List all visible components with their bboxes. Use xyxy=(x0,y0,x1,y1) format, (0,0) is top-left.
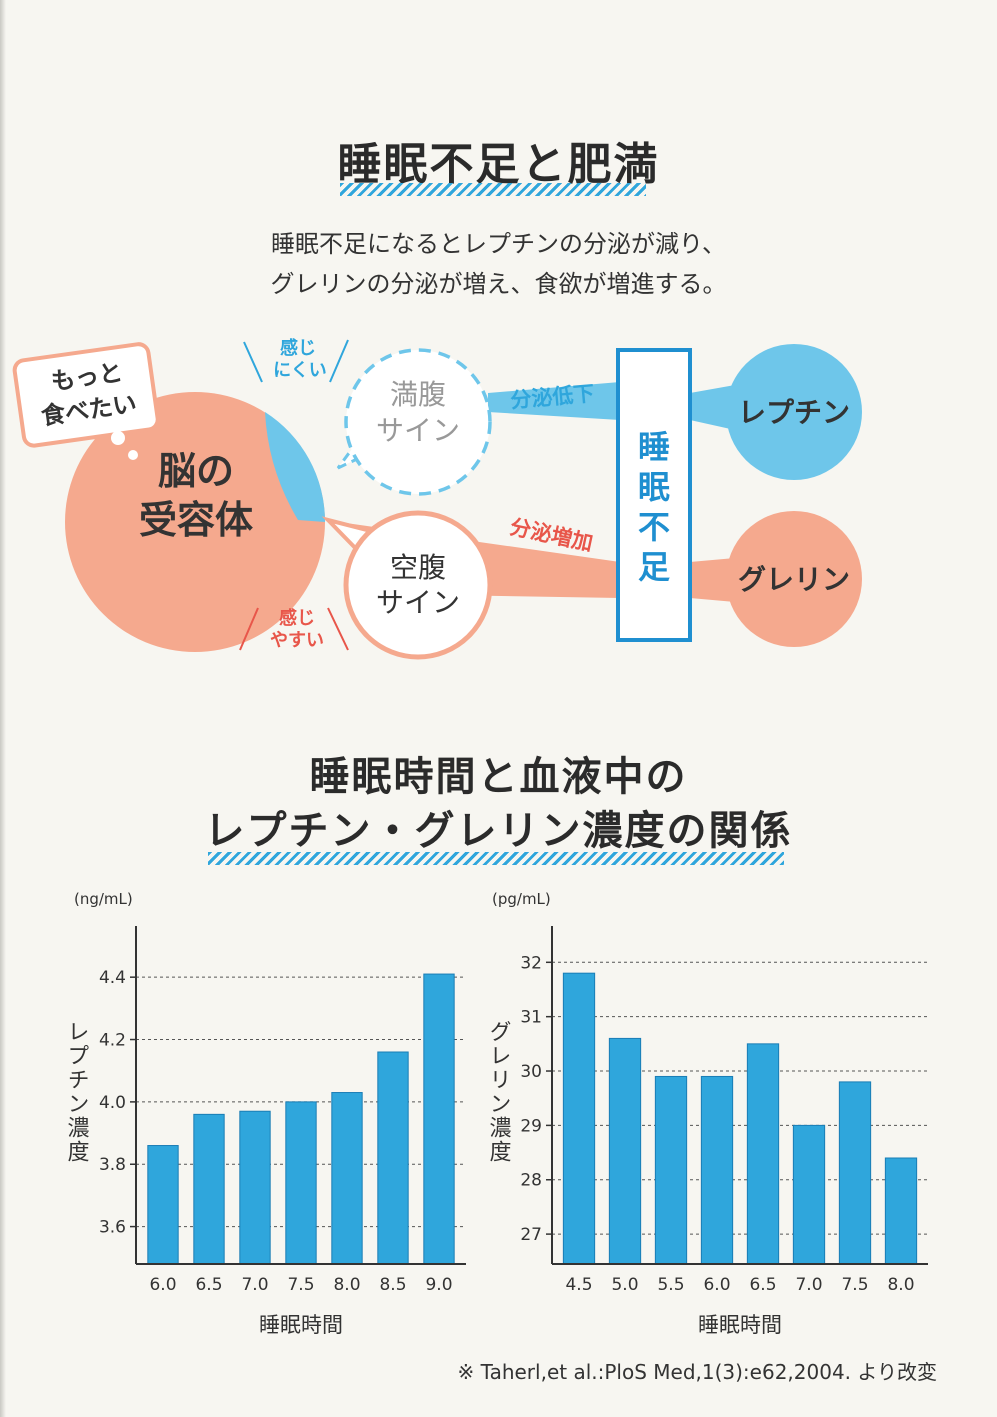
x-tick-label: 8.5 xyxy=(379,1275,406,1295)
bar xyxy=(608,1037,642,1265)
title-underline xyxy=(340,183,646,196)
section2-title-line1: 睡眠時間と血液中の xyxy=(309,754,688,800)
leptin-ghrelin-diagram: もっと 食べたい 脳の 受容体 感じ にくい 感じ やすい 満腹 サイン 空腹 … xyxy=(12,337,862,660)
x-tick-label: 6.5 xyxy=(195,1275,222,1295)
tick-mark xyxy=(327,607,349,651)
bar xyxy=(838,1081,872,1265)
y-tick-label: 30 xyxy=(520,1062,542,1082)
page-edge xyxy=(0,0,6,1417)
bar xyxy=(377,1051,409,1265)
thought-dot-1 xyxy=(111,431,125,445)
x-axis-label: 睡眠時間 xyxy=(259,1313,343,1337)
bar xyxy=(285,1101,317,1265)
x-tick-label: 6.0 xyxy=(703,1275,730,1295)
bar xyxy=(792,1124,826,1265)
sleep-char-2: 眠 xyxy=(638,468,670,506)
y-tick-label: 29 xyxy=(520,1116,542,1136)
y-tick-label: 4.0 xyxy=(99,1093,126,1113)
bar xyxy=(700,1075,734,1265)
y-tick-label: 31 xyxy=(520,1008,542,1028)
x-tick-label: 7.0 xyxy=(241,1275,268,1295)
section2-underline xyxy=(208,852,784,865)
unit-label: (ng/mL) xyxy=(74,890,133,908)
hard-to-feel-line1: 感じ xyxy=(280,337,316,359)
y-tick-label: 32 xyxy=(520,953,542,973)
ghrelin-circle xyxy=(726,511,862,647)
full-sign-line2: サイン xyxy=(376,414,460,447)
tick-mark xyxy=(239,607,259,651)
brain-label-line2: 受容体 xyxy=(139,498,253,542)
bar xyxy=(654,1075,688,1265)
receptor-blue-segment xyxy=(265,412,326,522)
hungry-sign-line2: サイン xyxy=(376,586,460,619)
source-note: ※ Taherl,et al.:PloS Med,1(3):e62,2004. … xyxy=(457,1360,937,1384)
bar xyxy=(746,1043,780,1265)
leptin-chart: (ng/mL) 3.6 3.8 4.0 4.2 4.4 6.0 6.5 7.0 7.5 8.0 8.5… xyxy=(64,890,466,1337)
bar xyxy=(193,1113,225,1265)
brain-label-line1: 脳の xyxy=(158,449,234,493)
unit-label: (pg/mL) xyxy=(492,890,551,908)
x-tick-label: 7.5 xyxy=(841,1275,868,1295)
bar xyxy=(147,1145,179,1265)
leptin-connector xyxy=(488,382,620,420)
x-tick-label: 8.0 xyxy=(333,1275,360,1295)
bar xyxy=(562,972,596,1265)
x-axis-label: 睡眠時間 xyxy=(698,1313,782,1337)
bar xyxy=(884,1157,918,1265)
tick-mark xyxy=(243,341,263,383)
section2-title-line2: レプチン・グレリン濃度の関係 xyxy=(204,808,793,854)
hungry-sign-line1: 空腹 xyxy=(390,551,446,584)
x-tick-label: 4.5 xyxy=(565,1275,592,1295)
x-tick-label: 8.0 xyxy=(887,1275,914,1295)
hungry-sign-bubble xyxy=(343,510,493,660)
subtitle-line2: グレリンの分泌が増え、食欲が増進する。 xyxy=(270,270,727,298)
leptin-circle xyxy=(726,344,862,480)
easy-to-feel-line1: 感じ xyxy=(279,607,315,629)
y-axis-label: グレリン濃度 xyxy=(486,1020,512,1164)
thought-dot-2 xyxy=(128,450,138,460)
hard-to-feel-line2: にくい xyxy=(273,360,327,381)
bar xyxy=(331,1092,363,1265)
y-tick-label: 28 xyxy=(520,1171,542,1191)
tick-mark xyxy=(329,339,349,383)
full-sign-line1: 満腹 xyxy=(390,378,446,411)
x-tick-label: 5.5 xyxy=(657,1275,684,1295)
sleep-char-4: 足 xyxy=(638,548,670,586)
leptin-label: レプチン xyxy=(738,396,850,429)
section1-title: 睡眠不足と肥満 xyxy=(337,139,660,190)
bar xyxy=(239,1110,271,1265)
y-axis-label: レプチン濃度 xyxy=(64,1020,90,1164)
full-sign-bubble xyxy=(344,348,492,496)
ghrelin-label: グレリン xyxy=(738,563,850,596)
ghrelin-chart: (pg/mL) 27 28 29 30 31 32 4.5 5.0 5.5 6.0 6.5 7.0 7.5… xyxy=(486,890,928,1337)
sleep-deprivation-box xyxy=(616,348,692,642)
thought-bubble xyxy=(12,342,160,448)
subtitle-line1: 睡眠不足になるとレプチンの分泌が減り、 xyxy=(270,230,727,258)
easy-to-feel-line2: やすい xyxy=(270,630,324,651)
x-tick-label: 7.5 xyxy=(287,1275,314,1295)
y-tick-label: 4.2 xyxy=(99,1031,126,1051)
x-tick-label: 6.0 xyxy=(149,1275,176,1295)
bar xyxy=(423,973,455,1265)
sleep-char-1: 睡 xyxy=(638,428,670,466)
y-tick-label: 4.4 xyxy=(99,968,126,988)
y-tick-label: 3.6 xyxy=(99,1218,126,1238)
leptin-link xyxy=(690,385,735,430)
x-tick-label: 7.0 xyxy=(795,1275,822,1295)
sleep-char-3: 不 xyxy=(638,508,670,546)
x-tick-label: 5.0 xyxy=(611,1275,638,1295)
x-tick-label: 6.5 xyxy=(749,1275,776,1295)
y-tick-label: 3.8 xyxy=(99,1155,126,1175)
x-tick-label: 9.0 xyxy=(425,1275,452,1295)
ghrelin-link xyxy=(690,558,735,602)
y-tick-label: 27 xyxy=(520,1225,542,1245)
